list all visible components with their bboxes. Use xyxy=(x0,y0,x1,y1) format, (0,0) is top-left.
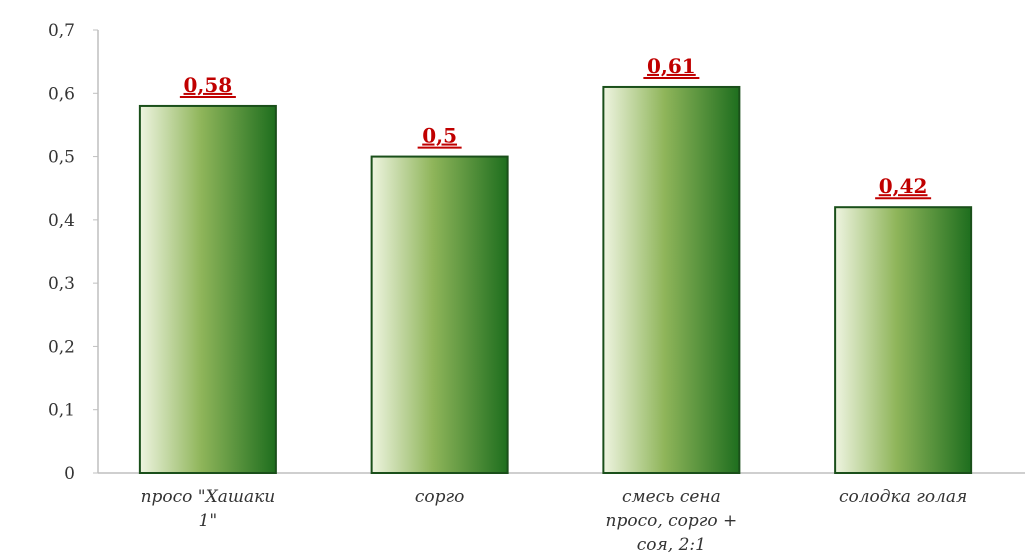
bar-value-label: 0,58 xyxy=(184,73,233,97)
x-category-label: просо "Хашаки 1" xyxy=(141,487,276,531)
bar-value-label: 0,42 xyxy=(879,174,928,198)
bar xyxy=(603,87,739,473)
bar xyxy=(372,157,508,473)
x-category-label: сорго xyxy=(415,487,464,507)
value-labels: 0,58 0,5 0,61 0,42 xyxy=(180,54,931,198)
bar-value-label: 0,61 xyxy=(647,54,696,78)
x-category-label: смесь сена просо, сорго + соя, 2:1 xyxy=(606,487,738,555)
bars xyxy=(140,87,971,473)
x-category-label: солодка голая xyxy=(839,487,967,507)
y-tick-label: 0,4 xyxy=(48,211,75,231)
y-tick-label: 0,3 xyxy=(48,274,75,294)
y-axis-ticks: 0 0,1 0,2 0,3 0,4 0,5 0,6 0,7 xyxy=(48,21,98,484)
bar xyxy=(835,207,971,473)
y-tick-label: 0,7 xyxy=(48,21,75,41)
bar xyxy=(140,106,276,473)
x-axis-labels: просо "Хашаки 1" сорго смесь сена просо, сор… xyxy=(141,487,968,555)
y-tick-label: 0,5 xyxy=(48,148,75,168)
y-tick-label: 0,2 xyxy=(48,337,75,357)
y-tick-label: 0 xyxy=(64,464,75,484)
y-tick-label: 0,1 xyxy=(48,401,75,421)
bar-value-label: 0,5 xyxy=(422,124,457,148)
y-tick-label: 0,6 xyxy=(48,84,75,104)
